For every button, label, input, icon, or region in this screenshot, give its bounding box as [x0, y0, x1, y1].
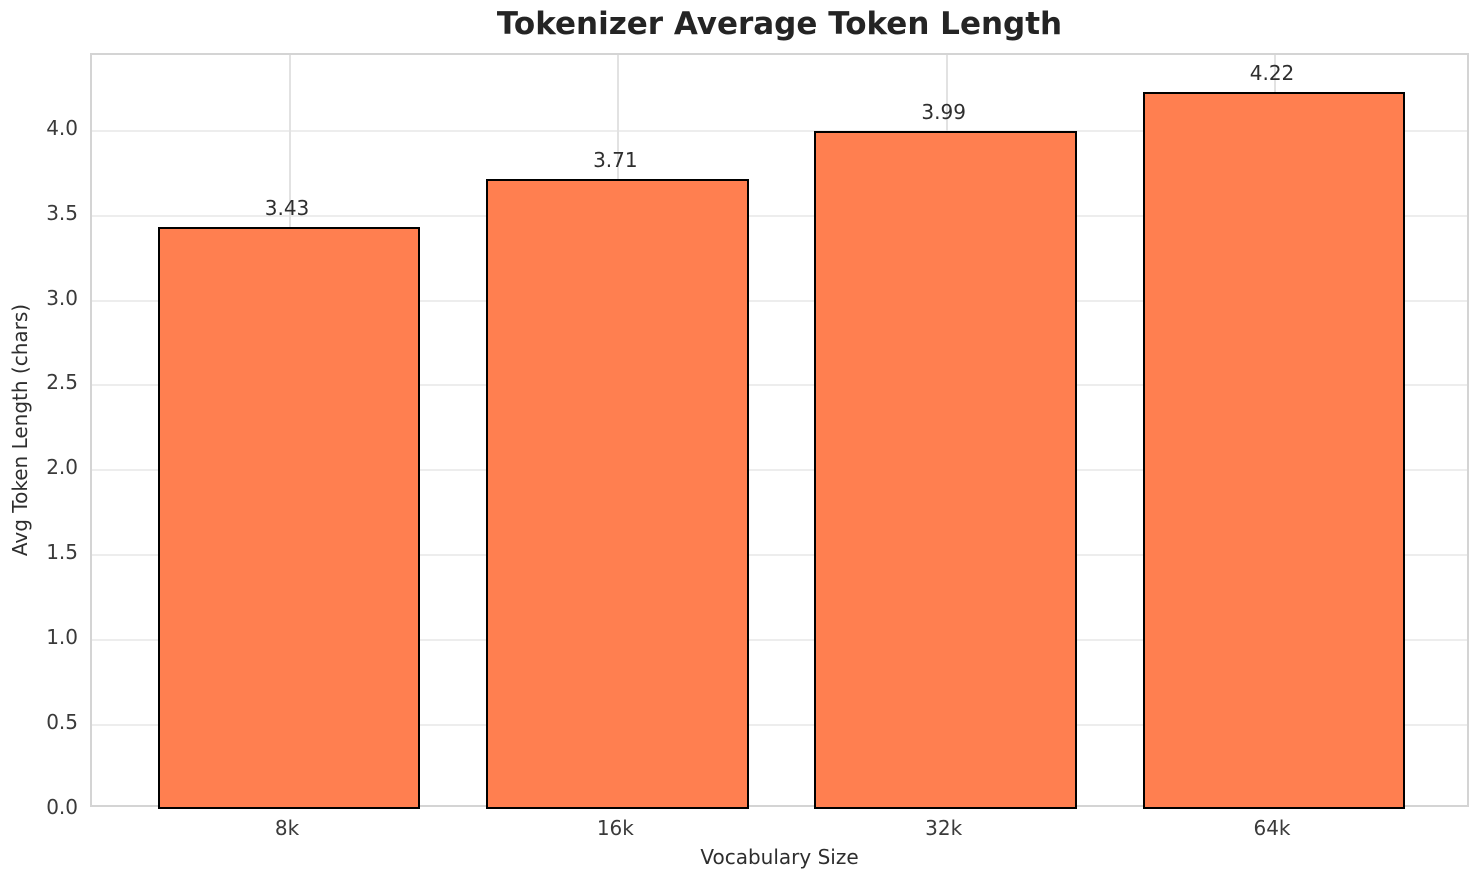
bar-value-label: 3.71	[593, 147, 638, 172]
plot-area	[90, 53, 1469, 809]
x-tick-label: 32k	[925, 816, 963, 840]
y-tick-label: 3.0	[46, 285, 78, 310]
y-tick-label: 1.5	[46, 540, 78, 565]
bar-32k	[814, 131, 1077, 809]
horizontal-gridline	[92, 299, 1467, 302]
horizontal-gridline	[92, 384, 1467, 387]
horizontal-gridline	[92, 724, 1467, 727]
bar-value-label: 4.22	[1249, 61, 1295, 86]
x-tick-label: 16k	[596, 816, 634, 840]
y-tick-label: 3.5	[46, 200, 78, 225]
x-tick-label: 8k	[274, 816, 300, 840]
y-tick-label: 2.0	[46, 455, 78, 480]
horizontal-gridline	[92, 469, 1467, 472]
bar-8k	[157, 226, 421, 809]
horizontal-gridline	[92, 554, 1467, 557]
bar-16k	[486, 178, 749, 809]
x-axis-label: Vocabulary Size	[700, 845, 859, 869]
bar-64k	[1142, 92, 1406, 809]
horizontal-gridline	[92, 214, 1467, 217]
horizontal-gridline	[92, 129, 1467, 132]
y-tick-label: 0.5	[46, 710, 78, 735]
bar-value-label: 3.43	[264, 195, 310, 220]
y-tick-label: 2.5	[46, 370, 78, 395]
bar-value-label: 3.99	[921, 100, 966, 125]
horizontal-gridline	[92, 639, 1467, 642]
y-tick-label: 4.0	[46, 115, 78, 140]
y-axis-label-text: Avg Token Length (chars)	[8, 303, 32, 557]
y-tick-label: 1.0	[46, 625, 78, 650]
x-tick-label: 64k	[1253, 816, 1291, 840]
y-tick-label: 0.0	[46, 795, 78, 819]
chart-title: Tokenizer Average Token Length	[496, 6, 1063, 42]
